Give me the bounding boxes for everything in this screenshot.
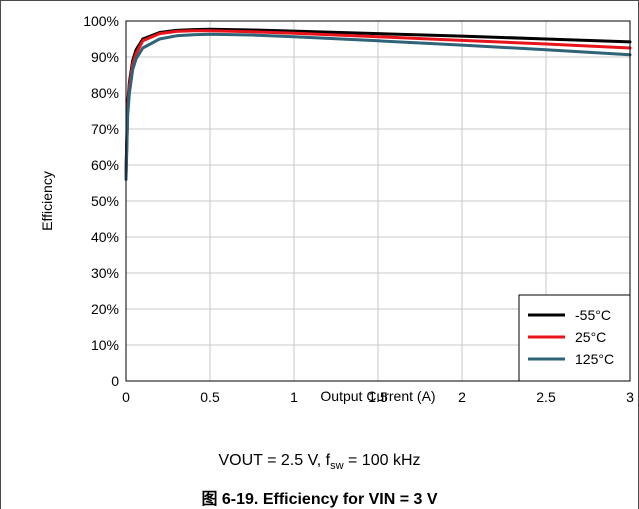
legend: -55°C 25°C 125°C <box>518 294 631 382</box>
y-tick-label: 90% <box>91 49 119 65</box>
plot-area-border <box>125 20 631 382</box>
x-tick-label: 0.5 <box>200 389 220 405</box>
conditions-subscript: sw <box>330 460 344 473</box>
series-lines <box>124 27 632 181</box>
x-tick-label: 2 <box>458 389 466 405</box>
figure-caption: 图 6-19. Efficiency for VIN = 3 V <box>201 491 438 508</box>
x-tick-labels: 0 0.5 1 1.5 2 2.5 3 <box>122 389 634 405</box>
legend-label: 25°C <box>575 329 606 345</box>
series-line-3 <box>124 32 632 181</box>
y-tick-label: 80% <box>91 85 119 101</box>
test-conditions: VOUT = 2.5 V, fsw = 100 kHz <box>0 452 639 472</box>
x-tick-label: 3 <box>626 389 634 405</box>
x-tick-label: 2.5 <box>536 389 556 405</box>
x-tick-label: 1.5 <box>368 389 388 405</box>
y-tick-labels: 0 10% 20% 30% 40% 50% 60% 70% 80% 90% 100% <box>83 13 119 389</box>
conditions-suffix: = 100 kHz <box>343 452 421 469</box>
y-axis-title: Efficiency <box>39 171 55 231</box>
y-tick-label: 60% <box>91 157 119 173</box>
y-tick-label: 20% <box>91 301 119 317</box>
conditions-prefix: VOUT = 2.5 V, f <box>218 452 331 469</box>
efficiency-chart: 0 0.5 1 1.5 2 2.5 3 0 10% 20% 30% 40% 50% 60% 70% 80% 9… <box>39 13 634 405</box>
y-tick-label: 40% <box>91 229 119 245</box>
x-tick-label: 1 <box>290 389 298 405</box>
legend-label: 125°C <box>575 351 614 367</box>
y-tick-label: 30% <box>91 265 119 281</box>
y-tick-label: 50% <box>91 193 119 209</box>
x-tick-label: 0 <box>122 389 130 405</box>
y-tick-label: 10% <box>91 337 119 353</box>
y-tick-label: 0 <box>111 373 119 389</box>
y-tick-label: 70% <box>91 121 119 137</box>
y-tick-label: 100% <box>83 13 119 29</box>
x-axis-title: Output Current (A) <box>320 388 435 404</box>
legend-label: -55°C <box>575 307 611 323</box>
